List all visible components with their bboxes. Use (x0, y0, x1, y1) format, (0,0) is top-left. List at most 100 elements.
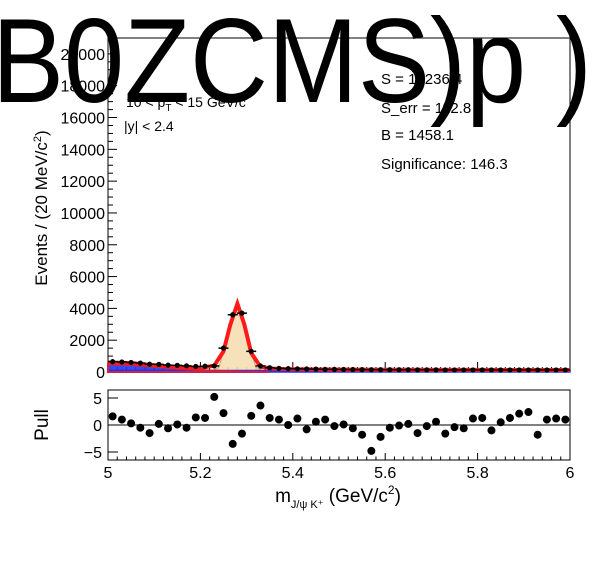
pull-point (136, 423, 145, 432)
data-point (479, 367, 485, 373)
x-tick-label: 5.4 (282, 465, 304, 482)
pull-point (293, 414, 302, 423)
data-point (156, 361, 162, 367)
data-point (128, 359, 134, 366)
data-point (470, 367, 476, 373)
pull-point (117, 415, 126, 424)
pull-point (459, 424, 468, 433)
y-tick-label: 12000 (61, 174, 106, 191)
pull-point (478, 413, 487, 422)
data-point (359, 367, 365, 373)
pull-point (228, 439, 237, 448)
data-point (507, 367, 513, 373)
pull-point (376, 432, 385, 441)
pull-point (182, 423, 191, 432)
pull-point (173, 420, 182, 429)
pull-point (367, 446, 376, 455)
pull-point (311, 417, 320, 426)
data-point (183, 363, 190, 369)
pull-point (385, 423, 394, 432)
y-tick-label: 14000 (61, 142, 106, 159)
pull-point (219, 409, 228, 418)
pull-point (164, 424, 173, 433)
data-point (461, 367, 467, 373)
x-tick-label: 5.8 (466, 465, 488, 482)
y-axis-title: Events / (20 MeV/c2) (32, 130, 51, 285)
total-fit-curve (107, 297, 570, 372)
pull-point (302, 425, 311, 434)
data-point (110, 359, 116, 365)
x-tick-label: 5.2 (189, 465, 211, 482)
pull-y-tick-label: −5 (84, 445, 102, 462)
pull-point (542, 415, 551, 424)
pull-point (441, 429, 450, 438)
y-tick-label: 0 (96, 365, 105, 382)
data-point (442, 367, 448, 373)
pull-point (284, 421, 293, 429)
y-tick-label: 10000 (61, 206, 106, 223)
y-tick-label: 18000 (61, 79, 106, 96)
pull-point (247, 411, 256, 420)
pull-point (339, 420, 348, 429)
data-point (174, 362, 180, 368)
pull-point (145, 429, 154, 438)
pull-point (552, 414, 561, 423)
data-point (294, 366, 301, 372)
data-point (322, 366, 328, 372)
data-point (257, 363, 264, 369)
data-point (368, 367, 374, 373)
signal-yield-label: S = 10236.4 (381, 71, 462, 88)
data-point (331, 366, 337, 372)
background-yield-label: B = 1458.1 (381, 127, 454, 144)
data-point (276, 365, 282, 371)
data-point (248, 348, 254, 354)
data-point (451, 367, 458, 373)
data-point (341, 366, 347, 373)
overlay-title: B0ZCMS)p ) (0, 0, 592, 128)
pull-point (154, 419, 163, 428)
pull-point (274, 415, 283, 424)
data-point (488, 367, 495, 373)
signal-error-label: S_err = 112.8 (381, 100, 471, 117)
pt-range-label: 10 < pT < 15 GeV/c (126, 94, 246, 114)
data-point (377, 367, 384, 373)
x-axis-title: mJ/ψ K⁺ (GeV/c2) (275, 483, 401, 511)
data-point (433, 367, 439, 373)
data-point (267, 365, 273, 371)
pull-point (515, 409, 524, 418)
data-point (211, 363, 217, 369)
data-point (516, 367, 522, 373)
pull-point (450, 423, 459, 432)
pull-point (358, 430, 367, 439)
pull-point (395, 421, 404, 430)
data-point (387, 367, 393, 373)
data-point (535, 367, 541, 373)
pull-point (404, 419, 413, 428)
pull-point (413, 429, 422, 438)
y-tick-label: 16000 (61, 111, 106, 128)
pull-point (496, 418, 505, 427)
pull-axis-title: Pull (32, 409, 53, 441)
y-tick-label: 4000 (69, 301, 105, 318)
pull-y-tick-label: 5 (93, 391, 102, 408)
data-point (193, 363, 199, 370)
pull-point (256, 401, 265, 410)
data-point (562, 367, 568, 373)
data-point (304, 366, 310, 372)
y-tick-label: 8000 (69, 238, 105, 255)
data-point (119, 359, 125, 365)
pull-point (348, 424, 357, 433)
data-point (202, 363, 208, 369)
pull-point (210, 392, 219, 401)
data-point (544, 367, 550, 373)
pull-point (191, 413, 200, 422)
pull-point (561, 415, 570, 424)
y-tick-label: 2000 (69, 333, 105, 350)
data-point (424, 367, 430, 373)
x-tick-label: 5 (104, 465, 113, 482)
data-point (405, 367, 411, 373)
data-point (230, 312, 236, 318)
y-tick-label: 6000 (69, 270, 105, 287)
data-point (137, 360, 143, 366)
